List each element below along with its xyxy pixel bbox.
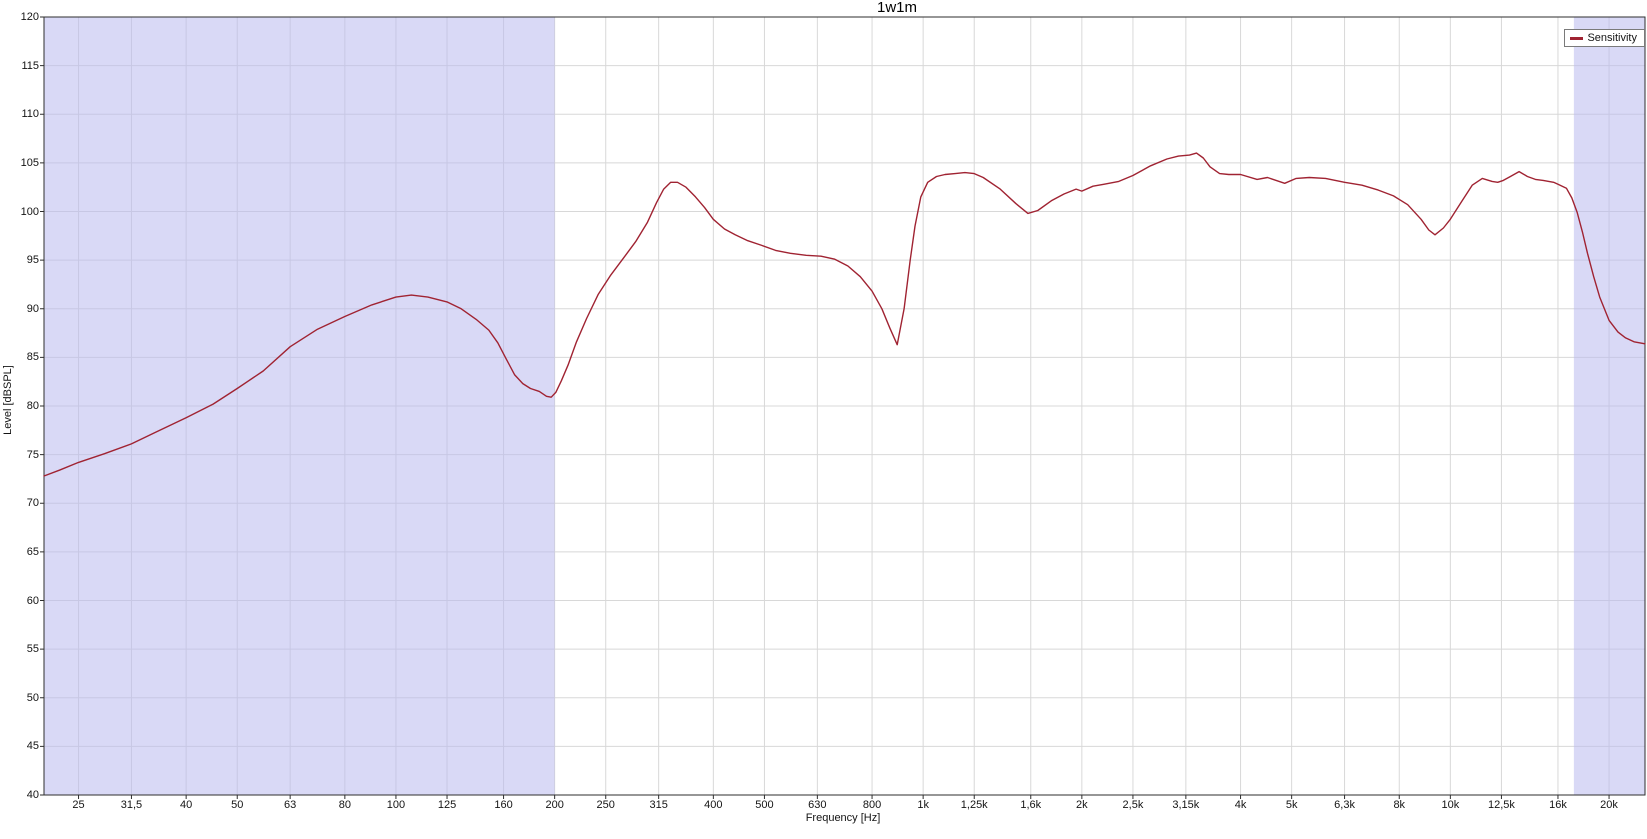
x-tick-label: 63 [284, 799, 297, 811]
x-tick-label: 8k [1393, 799, 1406, 811]
y-tick-label: 115 [21, 59, 39, 72]
x-tick-label: 2k [1076, 799, 1088, 811]
x-tick-label: 250 [596, 799, 615, 811]
y-tick-label: 105 [20, 156, 39, 169]
y-tick-label: 50 [26, 691, 39, 704]
y-tick-label: 85 [26, 351, 39, 364]
x-tick-label: 500 [755, 799, 774, 811]
x-axis-title: Frequency [Hz] [805, 812, 881, 824]
x-tick-label: 1k [917, 799, 929, 811]
x-tick-label: 800 [862, 799, 882, 811]
legend[interactable]: Sensitivity [1564, 29, 1645, 47]
legend-series-label: Sensitivity [1587, 32, 1637, 44]
y-tick-label: 45 [26, 740, 39, 753]
x-tick-label: 125 [437, 799, 457, 811]
x-tick-label: 6,3k [1334, 799, 1355, 811]
x-tick-label: 630 [808, 799, 827, 811]
x-tick-label: 31,5 [120, 799, 143, 811]
x-tick-label: 80 [338, 799, 351, 811]
x-tick-label: 12,5k [1487, 799, 1515, 811]
x-tick-label: 3,15k [1172, 799, 1200, 811]
y-tick-label: 75 [26, 448, 39, 461]
y-tick-label: 65 [26, 545, 39, 558]
y-tick-label: 80 [26, 400, 39, 412]
y-tick-label: 100 [20, 205, 39, 218]
x-tick-label: 1,25k [960, 799, 988, 811]
y-tick-label: 95 [26, 254, 39, 267]
excluded-frequency-band [44, 17, 555, 795]
x-tick-label: 400 [704, 799, 723, 811]
y-tick-label: 55 [26, 643, 39, 656]
x-tick-label: 50 [231, 799, 244, 811]
y-tick-label: 90 [26, 302, 39, 315]
x-tick-label: 40 [180, 799, 193, 811]
x-tick-label: 20k [1600, 799, 1618, 811]
excluded-frequency-band [1573, 17, 1645, 795]
y-tick-label: 60 [26, 594, 39, 607]
x-tick-label: 160 [494, 799, 513, 811]
x-tick-label: 1,6k [1020, 799, 1042, 811]
x-tick-label: 100 [386, 799, 406, 811]
x-tick-label: 5k [1285, 799, 1298, 811]
x-tick-label: 10k [1441, 799, 1460, 811]
x-tick-label: 2,5k [1122, 799, 1144, 811]
chart-title: 1w1m [876, 0, 918, 16]
x-tick-label: 200 [545, 799, 564, 811]
y-tick-label: 120 [20, 11, 39, 23]
x-tick-label: 25 [72, 799, 85, 811]
series-curve-sensitivity [43, 152, 1646, 477]
x-tick-label: 4k [1234, 799, 1247, 811]
x-tick-label: 16k [1549, 799, 1567, 811]
series-line-icon [1570, 36, 1584, 40]
y-tick-label: 40 [26, 789, 39, 801]
y-tick-label: 70 [26, 497, 39, 510]
x-tick-label: 315 [649, 799, 668, 811]
y-tick-label: 110 [21, 108, 39, 121]
